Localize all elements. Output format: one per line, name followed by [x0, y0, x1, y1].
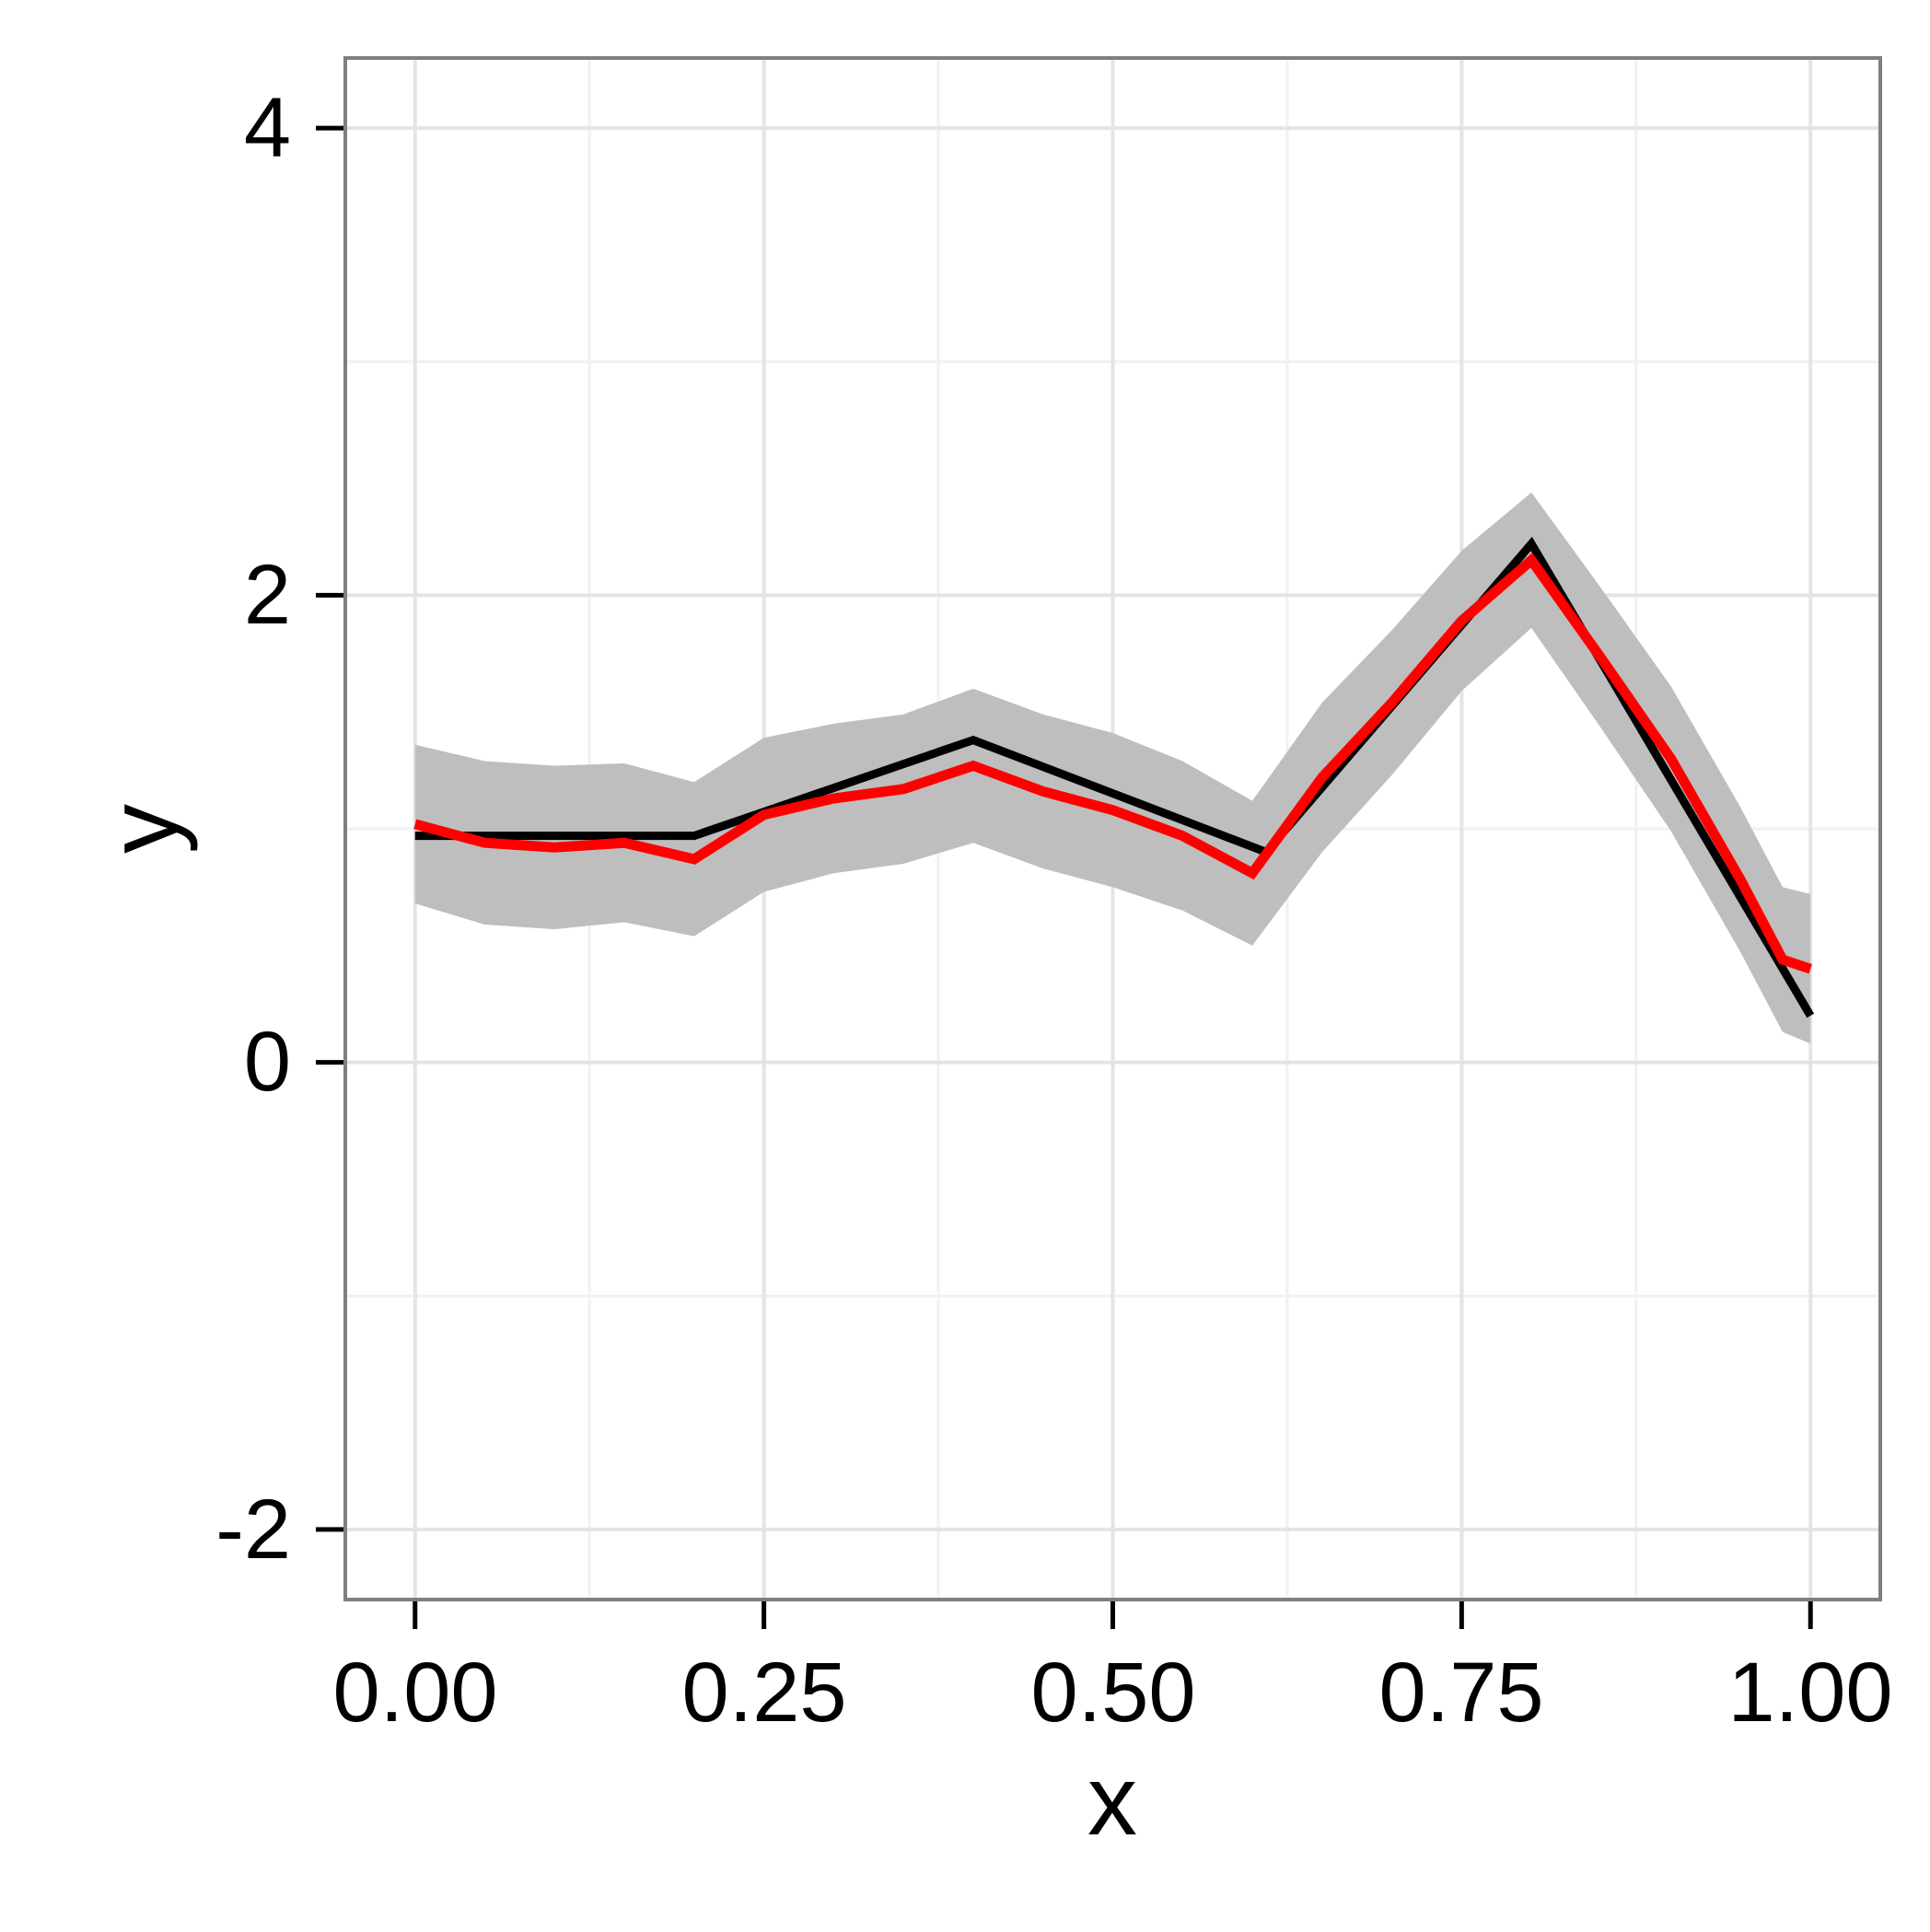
- y-tick-label-4: 4: [243, 81, 291, 175]
- panel-border: [343, 56, 1882, 1601]
- x-tick-label-075: 0.75: [1378, 1646, 1544, 1740]
- y-tick-marks: [316, 125, 345, 1532]
- y-tick-label-0: 0: [243, 1015, 291, 1109]
- fitted-mean-line: [413, 553, 1812, 974]
- x-tick-label-000: 0.00: [332, 1646, 498, 1740]
- x-tick-marks: [413, 1600, 1813, 1629]
- x-axis-title: x: [1087, 1744, 1137, 1856]
- x-tick-label-100: 1.00: [1727, 1646, 1893, 1740]
- x-tick-label-050: 0.50: [1030, 1646, 1196, 1740]
- y-axis-title: y: [87, 804, 198, 854]
- y-tick-label-neg2: -2: [215, 1483, 291, 1577]
- x-tick-label-025: 0.25: [681, 1646, 847, 1740]
- y-tick-label-2: 2: [243, 548, 291, 642]
